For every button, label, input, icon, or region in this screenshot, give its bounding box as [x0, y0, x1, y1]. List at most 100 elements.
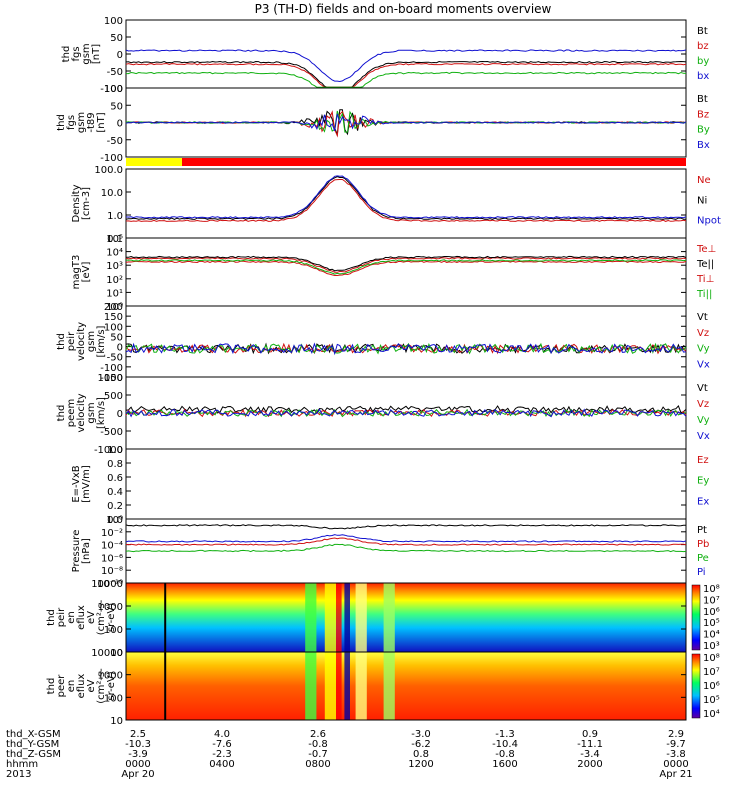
y-tick-label: 10⁰ [106, 302, 123, 313]
y-tick-label: 10⁰ [106, 515, 123, 526]
y-axis-label: eflux [76, 674, 87, 699]
y-tick-label: 0.8 [107, 459, 123, 470]
y-tick-label: -100 [100, 363, 123, 374]
footer-value: -0.8 [308, 739, 328, 750]
y-tick-label: 0.6 [107, 473, 123, 484]
status-bar-red [182, 158, 686, 166]
legend-item: Bt [697, 26, 708, 37]
panel-density: 100.0 10.0 1.0 0.1 Density [cm-3] Ne Ni Npot [71, 165, 721, 245]
y-axis-label: peem [66, 399, 77, 427]
y-axis-label: gsm [86, 331, 97, 352]
legend-item: Ti|| [696, 289, 712, 300]
y-tick-label: 10⁵ [106, 234, 123, 245]
series-line [125, 176, 687, 220]
colorbar-label: 10⁸ [703, 584, 720, 595]
legend-item: Vz [697, 328, 709, 339]
panel-frame [125, 651, 687, 721]
panel-fgs: 100 50 0 -50 -100 thd fgs gsm [nT] Bt bz by bx [61, 16, 709, 95]
y-axis-label: thd [61, 46, 72, 63]
series-line [125, 259, 687, 275]
y-tick-label: -500 [100, 427, 123, 438]
panel-efield: 1.0 0.8 0.6 0.4 0.2 0.0 E=-VxB [mV/m] Ez Ey Ex [71, 445, 709, 526]
spectrogram-band [305, 652, 317, 720]
y-tick-label: 0 [117, 119, 123, 130]
y-axis-label: -t89 [86, 112, 97, 132]
footer-value: 2.6 [310, 729, 326, 740]
series-line [125, 49, 687, 83]
y-axis-label: thd [56, 405, 67, 422]
panel-frame [125, 237, 687, 307]
legend-item: Vy [697, 415, 710, 426]
footer-value: 2.5 [130, 729, 146, 740]
panel-frame [125, 448, 687, 520]
y-tick-label: 150 [104, 312, 123, 323]
footer-value: 2.9 [668, 729, 684, 740]
y-tick-label: 1000 [98, 671, 123, 682]
footer-value: -3.8 [666, 749, 686, 760]
legend-item: Vy [697, 344, 710, 355]
series-line [125, 537, 687, 546]
panel-peem_vel: 1000 500 0 -500 -1000 thd peem velocity gsm [km/s… [56, 373, 710, 456]
footer-value: -9.7 [666, 739, 686, 750]
legend-item: Vx [697, 359, 710, 370]
y-axis-label: velocity [76, 393, 87, 432]
panel-fgs_ex: 100 50 0 -50 -100 thd fgs gsm -t89 [nT] Bt Bz By Bx [56, 84, 710, 164]
y-axis-label: sr-eV) [106, 671, 117, 700]
y-axis-label: magT3 [71, 255, 82, 290]
legend-item: Npot [697, 216, 721, 227]
panel-peer_spec: 10⁸ 10⁷ 10⁶ 10⁵ 10⁴ 10000 1000 100 10 thd peer en ef… [46, 648, 720, 727]
legend-item: Pe [697, 553, 709, 564]
y-axis-label: thd [46, 678, 57, 695]
footer-value: -7.6 [212, 739, 232, 750]
footer-value: -0.7 [308, 749, 328, 760]
series-line [125, 62, 687, 88]
y-tick-label: 10² [106, 275, 123, 286]
colorbar-label: 10⁶ [703, 607, 720, 618]
y-tick-label: 10⁻¹⁰ [97, 579, 123, 590]
spectrogram-band [383, 583, 395, 652]
footer-value: 1200 [408, 759, 433, 770]
y-tick-label: 100 [104, 16, 123, 27]
footer-value: 0400 [209, 759, 234, 770]
plot-title: P3 (TH-D) fields and on-board moments ov… [255, 2, 552, 16]
series-line [125, 255, 687, 272]
y-tick-label: 10 [110, 648, 123, 659]
y-axis-label: gsm [76, 112, 87, 133]
y-axis-label: Density [71, 184, 82, 222]
spectrogram-band [324, 652, 336, 720]
spectrogram-peer_spec [126, 652, 686, 720]
footer-value: -3.9 [128, 749, 148, 760]
legend-item: Ne [697, 175, 711, 186]
y-tick-label: 10⁻⁸ [101, 566, 123, 577]
spectrogram-band [305, 583, 317, 652]
legend-item: Bx [697, 140, 710, 151]
colorbar-label: 10⁷ [703, 667, 720, 678]
y-axis-label: [nPa] [81, 538, 92, 564]
series-line [125, 175, 687, 219]
spectrogram-band [383, 652, 395, 720]
y-tick-label: 100 [104, 322, 123, 333]
y-tick-label: 100 [104, 625, 123, 636]
panel-frame [125, 19, 687, 89]
y-axis-label: sr-eV) [106, 603, 117, 632]
footer-value: Apr 21 [659, 769, 692, 780]
y-axis-label: fgs [71, 46, 82, 61]
series-line [125, 260, 687, 276]
colorbar-label: 10⁴ [703, 630, 720, 641]
y-axis-label: [mV/m] [81, 465, 92, 503]
y-axis-label: [nT] [91, 44, 102, 64]
legend-item: Te⊥ [696, 244, 716, 255]
colorbar-label: 10⁵ [703, 695, 720, 706]
y-axis-label: peir [56, 607, 67, 627]
series-line [125, 543, 687, 553]
colorbar [691, 653, 701, 719]
colorbar-label: 10³ [703, 641, 720, 652]
y-tick-label: -100 [100, 153, 123, 164]
series-line [125, 179, 687, 222]
y-tick-label: 10000 [91, 648, 123, 659]
legend-item: Vt [697, 383, 708, 394]
y-tick-label: -50 [107, 353, 123, 364]
y-tick-label: 10⁻⁴ [101, 541, 123, 552]
y-tick-label: 10⁴ [106, 248, 123, 259]
